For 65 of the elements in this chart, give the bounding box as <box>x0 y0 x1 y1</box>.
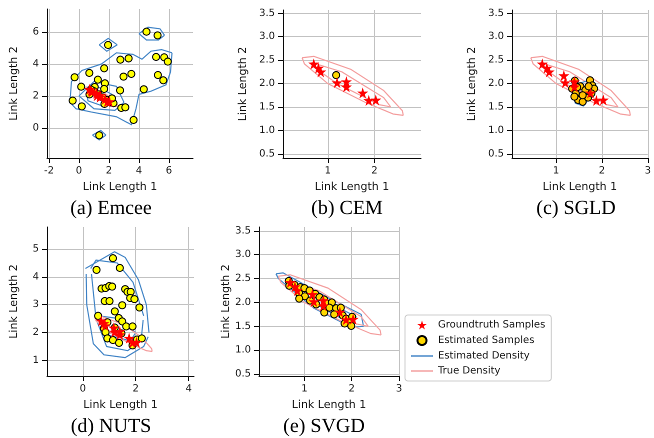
x-axis-title: Link Length 1 <box>314 180 390 193</box>
y-axis-title: Link Length 2 <box>465 46 478 122</box>
y-tick-label: 3.5 <box>488 8 504 19</box>
y-tick-label: 2.0 <box>259 78 275 90</box>
y-tick-label: 1.0 <box>235 344 251 356</box>
y-tick-label: 2.5 <box>488 54 504 66</box>
y-axis-title: Link Length 2 <box>236 46 250 122</box>
text: (c) SGLD <box>536 197 616 219</box>
legend-label: Estimated Samples <box>438 335 534 346</box>
text: (e) SVGD <box>283 415 365 437</box>
x-tick-label: 0 <box>80 384 86 394</box>
x-tick-label: 3 <box>644 166 652 176</box>
x-tick-label: 1 <box>301 384 308 394</box>
y-axis-title: Link Length 2 <box>7 264 20 339</box>
y-tick-label: 4 <box>32 58 39 70</box>
y-tick-label: 2 <box>32 90 39 102</box>
y-tick-label: 5 <box>32 244 39 254</box>
text: (d) NUTS <box>70 415 152 437</box>
y-tick-label: 3 <box>32 299 39 310</box>
y-tick-label: 0.5 <box>235 368 251 380</box>
y-tick-label: 1 <box>32 354 39 366</box>
legend-label: Groundtruth Samples <box>438 320 546 330</box>
legend-label: Estimated Density <box>438 350 530 362</box>
y-tick-label: 3.0 <box>488 31 504 42</box>
x-tick-label: 1 <box>552 166 560 176</box>
x-axis-title: Link Length 1 <box>542 180 618 193</box>
y-tick-label: 3.5 <box>259 8 275 19</box>
x-tick-label: -2 <box>44 166 54 176</box>
y-axis-title: Link Length 2 <box>7 46 20 121</box>
y-tick-label: 1.5 <box>259 101 275 112</box>
y-tick-label: 1.0 <box>488 124 504 136</box>
y-axis-title: Link Length 2 <box>219 264 232 339</box>
y-tick-label: 3.0 <box>259 31 275 42</box>
y-tick-label: 3.5 <box>235 225 251 236</box>
x-tick-label: 2 <box>348 384 355 394</box>
x-tick-label: 6 <box>166 166 172 176</box>
y-tick-label: 2 <box>32 327 39 338</box>
y-tick-label: 4 <box>32 271 39 282</box>
y-tick-label: 2.5 <box>235 273 251 284</box>
y-tick-label: 1.0 <box>259 124 275 136</box>
y-tick-label: 1.5 <box>488 101 504 112</box>
x-tick-label: 2 <box>106 166 112 176</box>
x-axis-title: Link Length 1 <box>292 398 366 411</box>
y-tick-label: 0.5 <box>259 148 275 160</box>
x-tick-label: 2 <box>371 166 378 176</box>
y-tick-label: 2.0 <box>235 296 251 308</box>
legend-label: True Density <box>437 366 501 376</box>
y-tick-label: 2.5 <box>259 54 275 66</box>
x-tick-label: 4 <box>186 384 192 394</box>
y-tick-label: 0 <box>32 122 39 134</box>
text: (b) CEM <box>311 197 384 219</box>
y-tick-label: 3.0 <box>235 249 251 260</box>
y-tick-label: 2.0 <box>488 78 504 90</box>
text: (a) Emcee <box>70 197 152 219</box>
x-tick-label: 0 <box>76 166 82 176</box>
x-axis-title: Link Length 1 <box>83 398 158 411</box>
y-tick-label: 6 <box>32 26 39 38</box>
x-tick-label: 4 <box>136 166 142 176</box>
x-tick-label: 2 <box>598 166 606 176</box>
x-tick-label: 2 <box>132 384 139 394</box>
y-tick-label: 1.5 <box>235 320 251 332</box>
x-tick-label: 1 <box>324 166 331 176</box>
y-tick-label: 0.5 <box>488 148 504 160</box>
x-axis-title: Link Length 1 <box>82 180 158 193</box>
x-tick-label: 3 <box>396 384 402 394</box>
